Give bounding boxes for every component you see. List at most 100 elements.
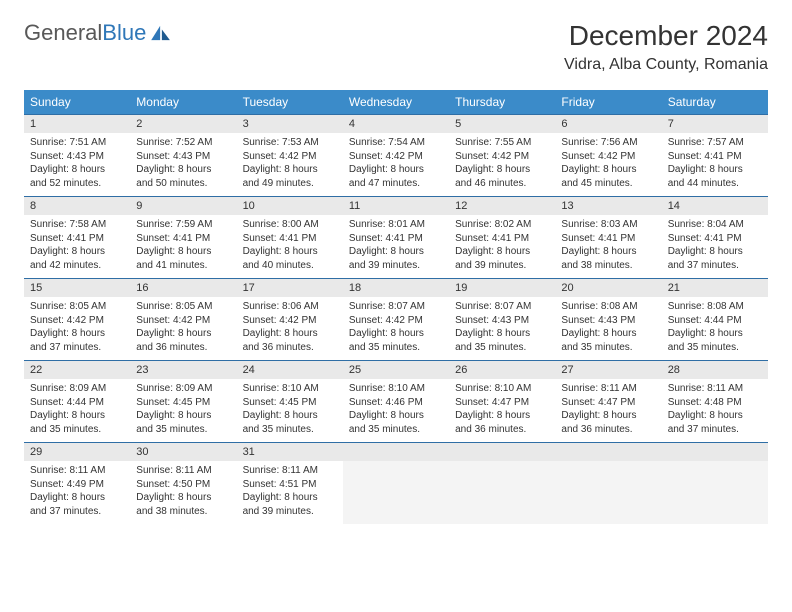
- daylight-text: Daylight: 8 hours: [668, 327, 762, 341]
- logo-text: GeneralBlue: [24, 20, 146, 46]
- sunset-text: Sunset: 4:42 PM: [349, 150, 443, 164]
- daylight-text: and 35 minutes.: [349, 341, 443, 355]
- weekday-header: Friday: [555, 90, 661, 115]
- daylight-text: and 49 minutes.: [243, 177, 337, 191]
- day-number-cell: 13: [555, 197, 661, 216]
- daylight-text: Daylight: 8 hours: [243, 327, 337, 341]
- day-content-cell: Sunrise: 7:59 AMSunset: 4:41 PMDaylight:…: [130, 215, 236, 279]
- daylight-text: and 40 minutes.: [243, 259, 337, 273]
- sunset-text: Sunset: 4:41 PM: [668, 150, 762, 164]
- sunrise-text: Sunrise: 7:55 AM: [455, 136, 549, 150]
- day-content-cell: Sunrise: 7:52 AMSunset: 4:43 PMDaylight:…: [130, 133, 236, 197]
- daylight-text: Daylight: 8 hours: [30, 163, 124, 177]
- sunset-text: Sunset: 4:42 PM: [561, 150, 655, 164]
- sunset-text: Sunset: 4:41 PM: [243, 232, 337, 246]
- daylight-text: Daylight: 8 hours: [561, 163, 655, 177]
- sunset-text: Sunset: 4:46 PM: [349, 396, 443, 410]
- daylight-text: Daylight: 8 hours: [455, 409, 549, 423]
- sunset-text: Sunset: 4:43 PM: [455, 314, 549, 328]
- day-number-cell: 27: [555, 361, 661, 380]
- daylight-text: and 45 minutes.: [561, 177, 655, 191]
- day-number-cell: 24: [237, 361, 343, 380]
- day-number-cell: 26: [449, 361, 555, 380]
- day-content-cell: [662, 461, 768, 524]
- logo-text-1: General: [24, 20, 102, 45]
- weekday-header: Wednesday: [343, 90, 449, 115]
- daylight-text: and 37 minutes.: [30, 341, 124, 355]
- sunset-text: Sunset: 4:42 PM: [349, 314, 443, 328]
- sunset-text: Sunset: 4:48 PM: [668, 396, 762, 410]
- day-number-cell: 9: [130, 197, 236, 216]
- sunset-text: Sunset: 4:45 PM: [136, 396, 230, 410]
- daylight-text: and 50 minutes.: [136, 177, 230, 191]
- day-content-cell: Sunrise: 8:11 AMSunset: 4:51 PMDaylight:…: [237, 461, 343, 524]
- day-number-cell: 19: [449, 279, 555, 298]
- day-number-cell: 14: [662, 197, 768, 216]
- daylight-text: and 35 minutes.: [455, 341, 549, 355]
- day-content-row: Sunrise: 7:58 AMSunset: 4:41 PMDaylight:…: [24, 215, 768, 279]
- daylight-text: and 44 minutes.: [668, 177, 762, 191]
- daylight-text: Daylight: 8 hours: [243, 409, 337, 423]
- daylight-text: Daylight: 8 hours: [136, 163, 230, 177]
- day-content-cell: Sunrise: 8:11 AMSunset: 4:47 PMDaylight:…: [555, 379, 661, 443]
- sunset-text: Sunset: 4:41 PM: [349, 232, 443, 246]
- daylight-text: and 36 minutes.: [136, 341, 230, 355]
- daylight-text: Daylight: 8 hours: [349, 409, 443, 423]
- sunrise-text: Sunrise: 8:03 AM: [561, 218, 655, 232]
- day-content-cell: Sunrise: 7:55 AMSunset: 4:42 PMDaylight:…: [449, 133, 555, 197]
- day-number-cell: [662, 443, 768, 462]
- day-content-cell: Sunrise: 8:03 AMSunset: 4:41 PMDaylight:…: [555, 215, 661, 279]
- sunset-text: Sunset: 4:42 PM: [243, 150, 337, 164]
- daylight-text: and 37 minutes.: [668, 423, 762, 437]
- sunset-text: Sunset: 4:41 PM: [455, 232, 549, 246]
- sunrise-text: Sunrise: 7:56 AM: [561, 136, 655, 150]
- sunset-text: Sunset: 4:51 PM: [243, 478, 337, 492]
- daylight-text: and 37 minutes.: [668, 259, 762, 273]
- daylight-text: and 39 minutes.: [455, 259, 549, 273]
- sunset-text: Sunset: 4:47 PM: [561, 396, 655, 410]
- day-number-cell: [343, 443, 449, 462]
- daylight-text: and 35 minutes.: [136, 423, 230, 437]
- daylight-text: Daylight: 8 hours: [136, 491, 230, 505]
- sunrise-text: Sunrise: 8:11 AM: [243, 464, 337, 478]
- daylight-text: and 46 minutes.: [455, 177, 549, 191]
- day-number-cell: 10: [237, 197, 343, 216]
- day-content-row: Sunrise: 8:11 AM Sunset: 4:49 PM Daylight:…: [24, 461, 768, 524]
- day-number-cell: [555, 443, 661, 462]
- day-number-cell: 23: [130, 361, 236, 380]
- sunset-text: Sunset: 4:41 PM: [561, 232, 655, 246]
- weekday-header: Saturday: [662, 90, 768, 115]
- day-content-cell: Sunrise: 8:02 AMSunset: 4:41 PMDaylight:…: [449, 215, 555, 279]
- day-content-cell: [449, 461, 555, 524]
- day-content-cell: Sunrise: 8:11 AMSunset: 4:48 PMDaylight:…: [662, 379, 768, 443]
- daylight-text: Daylight: 8 hours: [30, 327, 124, 341]
- weekday-header: Sunday: [24, 90, 130, 115]
- day-content-cell: Sunrise: 8:09 AMSunset: 4:44 PMDaylight:…: [24, 379, 130, 443]
- sunrise-text: Sunrise: 7:52 AM: [136, 136, 230, 150]
- daylight-text: Daylight: 8 hours: [668, 409, 762, 423]
- sunset-text: Sunset: 4:44 PM: [30, 396, 124, 410]
- day-content-cell: Sunrise: 8:10 AMSunset: 4:46 PMDaylight:…: [343, 379, 449, 443]
- sunrise-text: Sunrise: 8:06 AM: [243, 300, 337, 314]
- day-number-row: 293031: [24, 443, 768, 462]
- sunrise-text: Sunrise: 8:11 AM: [136, 464, 230, 478]
- day-content-cell: Sunrise: 7:51 AMSunset: 4:43 PMDaylight:…: [24, 133, 130, 197]
- day-number-cell: 6: [555, 115, 661, 134]
- day-number-row: 22232425262728: [24, 361, 768, 380]
- sunrise-text: Sunrise: 7:53 AM: [243, 136, 337, 150]
- weekday-header-row: SundayMondayTuesdayWednesdayThursdayFrid…: [24, 90, 768, 115]
- daylight-text: Daylight: 8 hours: [349, 163, 443, 177]
- day-content-cell: Sunrise: 7:58 AMSunset: 4:41 PMDaylight:…: [24, 215, 130, 279]
- day-number-cell: 16: [130, 279, 236, 298]
- day-content-cell: Sunrise: 8:07 AMSunset: 4:42 PMDaylight:…: [343, 297, 449, 361]
- sunset-text: Sunset: 4:49 PM: [30, 478, 124, 492]
- day-content-row: Sunrise: 7:51 AMSunset: 4:43 PMDaylight:…: [24, 133, 768, 197]
- daylight-text: and 36 minutes.: [455, 423, 549, 437]
- sunset-text: Sunset: 4:42 PM: [30, 314, 124, 328]
- sunrise-text: Sunrise: 8:10 AM: [349, 382, 443, 396]
- sunset-text: Sunset: 4:50 PM: [136, 478, 230, 492]
- day-number-cell: 7: [662, 115, 768, 134]
- daylight-text: and 35 minutes.: [561, 341, 655, 355]
- daylight-text: Daylight: 8 hours: [349, 327, 443, 341]
- daylight-text: Daylight: 8 hours: [30, 409, 124, 423]
